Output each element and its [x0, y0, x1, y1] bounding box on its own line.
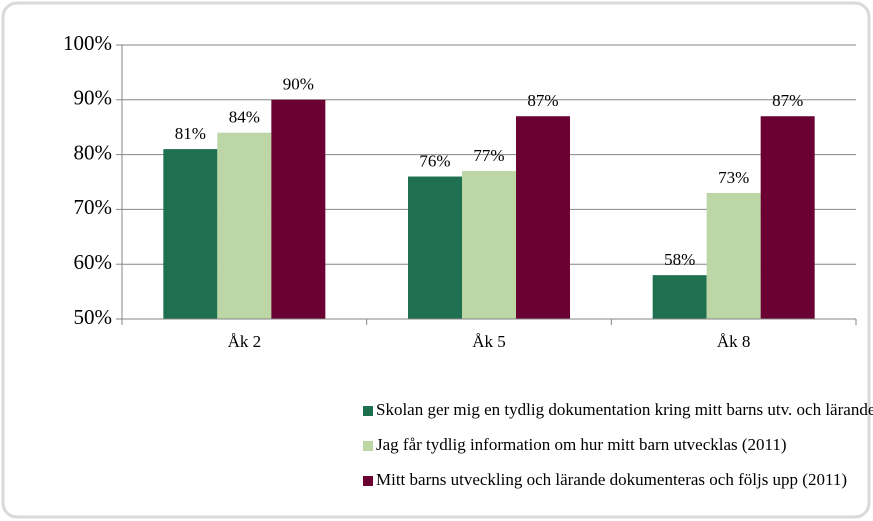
- y-tick-label: 90%: [74, 86, 113, 110]
- value-label: 77%: [473, 146, 504, 165]
- value-label: 87%: [527, 91, 558, 110]
- value-label: 58%: [664, 250, 695, 269]
- value-label: 84%: [229, 108, 260, 127]
- bar: [516, 116, 570, 320]
- bar: [652, 275, 707, 319]
- bar: [163, 149, 218, 319]
- y-tick-label: 60%: [74, 250, 113, 274]
- x-tick-label: Åk 5: [472, 332, 506, 351]
- legend-label: Skolan ger mig en tydlig dokumentation k…: [376, 400, 873, 419]
- legend-swatch: [363, 441, 373, 451]
- bar: [462, 171, 516, 319]
- value-label: 90%: [283, 75, 314, 94]
- legend-label: Mitt barns utveckling och lärande dokume…: [376, 470, 847, 489]
- bar: [760, 116, 815, 320]
- legend-swatch: [363, 406, 373, 416]
- y-tick-label: 80%: [74, 140, 113, 164]
- legend-swatch: [363, 476, 373, 486]
- bar: [217, 132, 272, 319]
- y-tick-label: 100%: [63, 31, 112, 55]
- bar: [271, 99, 326, 319]
- value-label: 73%: [718, 168, 749, 187]
- bar: [408, 176, 462, 319]
- bar: [706, 192, 761, 319]
- legend-label: Jag får tydlig information om hur mitt b…: [376, 435, 787, 454]
- x-tick-label: Åk 8: [717, 332, 751, 351]
- value-label: 87%: [772, 91, 803, 110]
- y-tick-label: 50%: [74, 305, 113, 329]
- x-tick-label: Åk 2: [228, 332, 262, 351]
- y-tick-label: 70%: [74, 195, 113, 219]
- value-label: 81%: [175, 124, 206, 143]
- value-label: 76%: [419, 151, 450, 170]
